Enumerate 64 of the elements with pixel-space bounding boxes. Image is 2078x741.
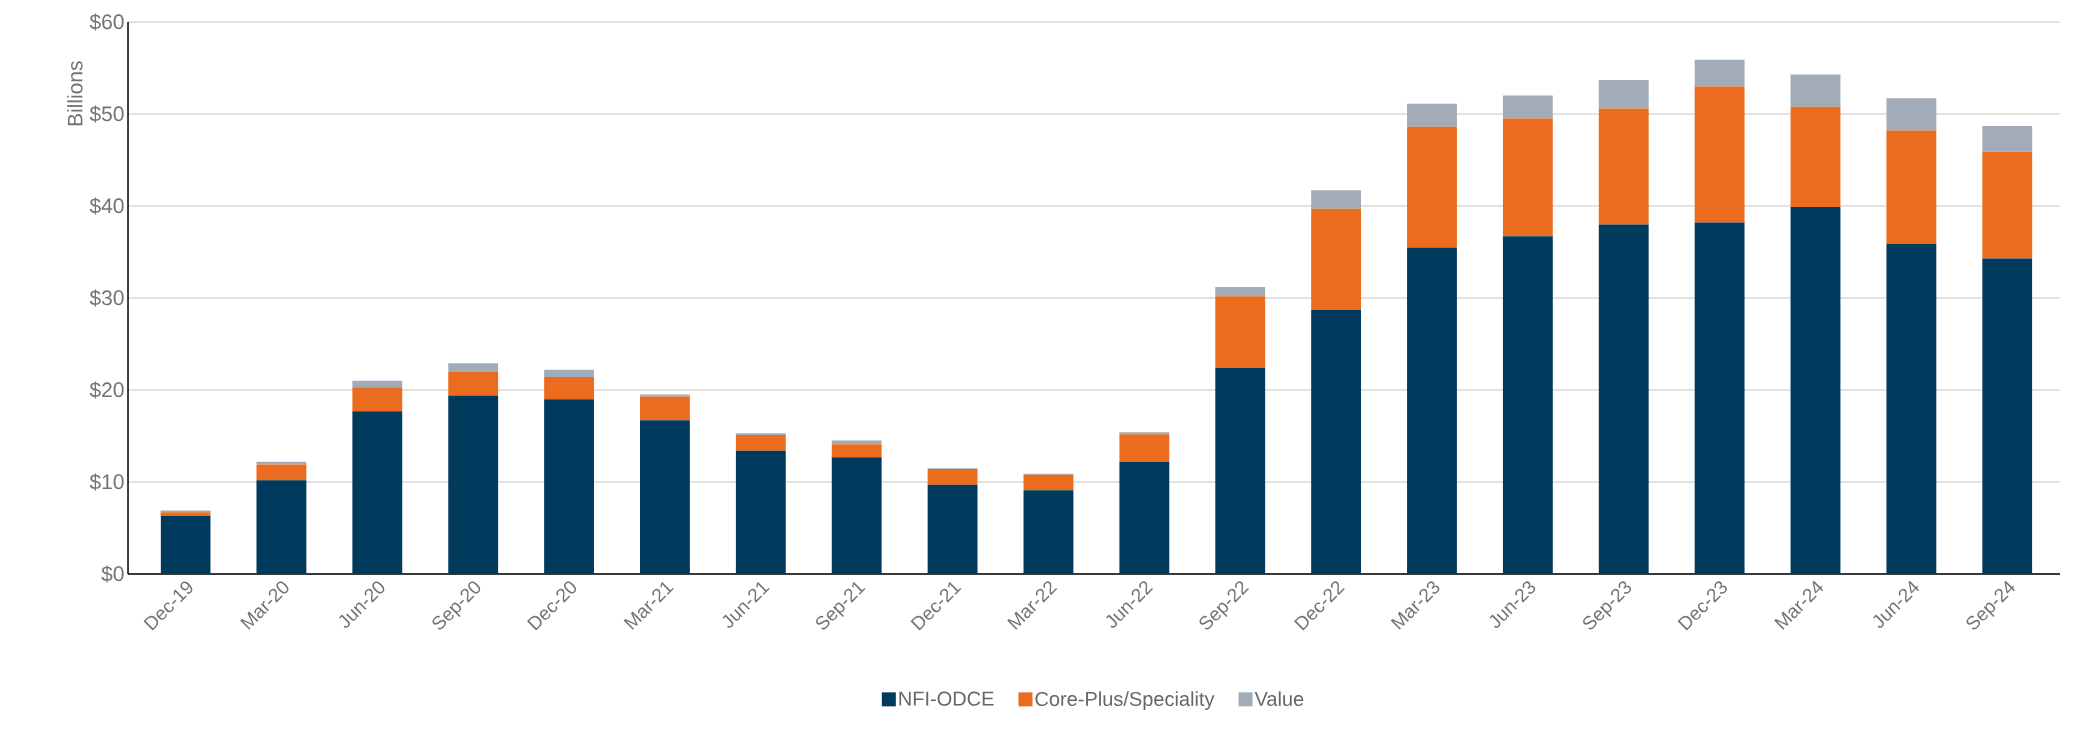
bar: [1598, 108, 1649, 225]
bar: [1407, 247, 1457, 574]
bar: [1215, 286, 1266, 297]
bar: [1023, 474, 1074, 491]
bar: [1598, 79, 1649, 109]
bar: [1215, 296, 1266, 368]
legend-label: NFI-ODCE: [899, 691, 994, 706]
bar: [1311, 208, 1362, 310]
bar: [1982, 125, 2033, 152]
bar: [735, 450, 786, 574]
bar: [640, 396, 690, 421]
y-axis-title: Billions: [67, 61, 83, 126]
bar: [1790, 74, 1841, 107]
bar: [544, 399, 594, 574]
bar: [1598, 224, 1649, 574]
bar: [1982, 151, 2033, 259]
y-tick-label: $20: [89, 381, 124, 399]
bar: [544, 369, 594, 378]
bar: [1502, 95, 1553, 119]
y-tick-label: $60: [89, 13, 124, 31]
bar: [448, 363, 499, 372]
bar: [1694, 86, 1745, 223]
y-tick-label: $40: [89, 197, 124, 215]
bar: [640, 420, 690, 574]
bar: [352, 411, 403, 574]
bar: [352, 380, 403, 388]
bar: [1694, 222, 1745, 574]
bar: [1023, 490, 1074, 574]
bar: [160, 516, 211, 574]
bar: [1502, 118, 1553, 237]
bar: [1311, 309, 1362, 574]
bar: [1407, 103, 1457, 127]
bar: [1694, 59, 1745, 87]
bar: [160, 512, 211, 517]
bar: [927, 484, 978, 574]
bar: [831, 444, 882, 458]
bar: [1502, 236, 1553, 574]
bar: [1311, 190, 1362, 209]
bar: [1407, 126, 1457, 248]
bar: [1982, 258, 2033, 574]
bar: [256, 461, 307, 465]
bar: [448, 395, 499, 574]
bar: [1215, 367, 1266, 574]
bar: [448, 371, 499, 396]
bar: [1886, 243, 1937, 574]
bar: [1790, 206, 1841, 574]
y-tick-label: $10: [89, 473, 124, 491]
bar: [544, 377, 594, 400]
bar: [1790, 106, 1841, 207]
y-tick-label: $50: [89, 105, 124, 123]
bar: [1886, 130, 1937, 244]
bar: [1119, 434, 1170, 462]
legend-label: Core-Plus/Speciality: [1035, 691, 1215, 710]
y-tick-label: $30: [89, 289, 124, 307]
bar: [256, 480, 307, 574]
y-tick-label: $0: [101, 565, 124, 583]
bar: [352, 387, 403, 412]
bar: [735, 435, 786, 451]
bar: [256, 464, 307, 481]
bar: [1886, 98, 1937, 131]
bar: [927, 469, 978, 485]
legend-label: Value: [1254, 691, 1304, 707]
bar: [831, 457, 882, 574]
bar: [1119, 461, 1170, 574]
